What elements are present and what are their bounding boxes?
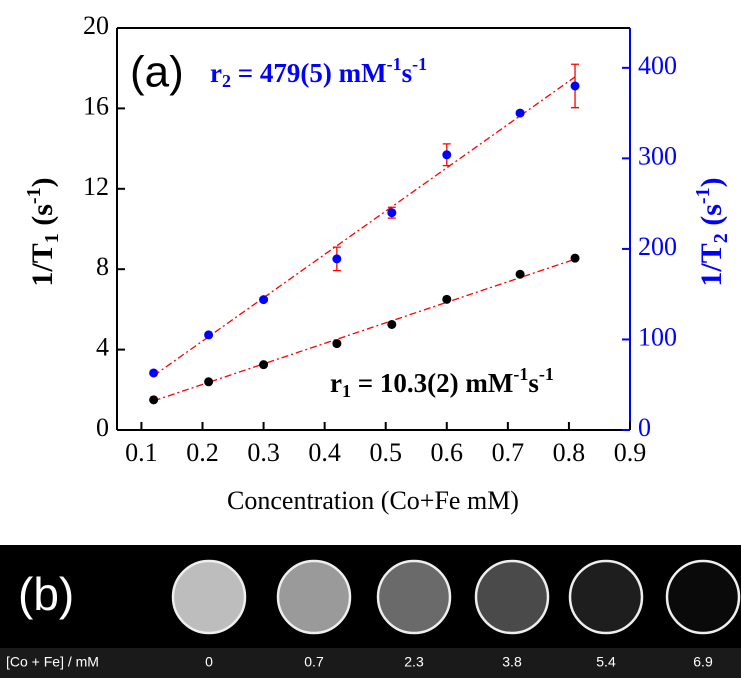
x-tick-label: 0.1	[125, 438, 158, 467]
data-point	[442, 150, 451, 159]
y2-tick-label: 0	[638, 413, 651, 442]
data-point	[259, 360, 268, 369]
ann-part: r	[330, 368, 342, 398]
sample-tube	[476, 561, 548, 633]
sample-tube	[278, 561, 350, 633]
data-point	[516, 270, 525, 279]
data-point	[204, 377, 213, 386]
x-tick-label: 0.7	[492, 438, 525, 467]
ann-part: s	[528, 368, 539, 398]
sample-tube	[570, 561, 642, 633]
y2-tick-label: 200	[638, 232, 677, 261]
fit-line	[154, 77, 575, 376]
data-point	[332, 254, 341, 263]
x-tick-label: 0.9	[614, 438, 647, 467]
annotation: r2 = 479(5) mM-1s-1	[210, 54, 427, 91]
x-tick-label: 0.5	[369, 438, 402, 467]
label-part: (s	[695, 204, 728, 233]
data-point	[571, 81, 580, 90]
label-sub: 1	[41, 233, 63, 243]
y-tick-label: 8	[96, 252, 109, 281]
data-point	[149, 395, 158, 404]
y-tick-label: 12	[83, 172, 109, 201]
data-point	[332, 339, 341, 348]
y2-tick-label: 100	[638, 322, 677, 351]
concentration-label: 0	[205, 654, 213, 670]
label-part: )	[26, 177, 59, 187]
y2-tick-label: 400	[638, 51, 677, 80]
label-sup: -1	[692, 187, 714, 204]
y-tick-label: 4	[96, 333, 109, 362]
data-point	[387, 320, 396, 329]
concentration-label: 6.9	[693, 654, 713, 670]
data-point	[387, 208, 396, 217]
ann-sub: 1	[342, 381, 351, 401]
x-tick-label: 0.2	[186, 438, 219, 467]
ann-sup: -1	[412, 54, 427, 74]
sample-tube	[667, 561, 739, 633]
y-tick-label: 20	[83, 11, 109, 40]
data-point	[442, 295, 451, 304]
data-point	[516, 109, 525, 118]
label-sub: 2	[710, 233, 732, 243]
x-axis-label: Concentration (Co+Fe mM)	[227, 486, 519, 515]
x-tick-label: 0.4	[308, 438, 341, 467]
label-row	[0, 648, 741, 678]
sample-tube	[378, 561, 450, 633]
data-point	[204, 330, 213, 339]
label-part: (s	[26, 204, 59, 233]
y2-tick-label: 300	[638, 141, 677, 170]
label-part: 1/T	[695, 243, 728, 286]
x-tick-label: 0.8	[553, 438, 586, 467]
data-point	[149, 368, 158, 377]
y2-axis-label: 1/T2 (s-1)	[692, 177, 732, 286]
y-tick-label: 16	[83, 91, 109, 120]
ann-sub: 2	[222, 71, 231, 91]
y-axis-label: 1/T1 (s-1)	[23, 177, 63, 286]
ann-part: s	[402, 58, 413, 88]
figure: (b) [Co + Fe] / mM (a) Concentration (Co…	[0, 0, 741, 678]
ann-sup: -1	[539, 364, 554, 384]
panel-label: (b)	[18, 568, 74, 620]
label-part: 1/T	[26, 243, 59, 286]
panel-label: (a)	[130, 48, 184, 97]
y-tick-label: 0	[96, 413, 109, 442]
data-point	[571, 254, 580, 263]
ann-part: = 10.3(2) mM	[351, 368, 513, 398]
label-part: )	[695, 177, 728, 187]
row-label: [Co + Fe] / mM	[6, 654, 99, 670]
concentration-label: 3.8	[502, 654, 522, 670]
concentration-label: 2.3	[404, 654, 424, 670]
ann-sup: -1	[387, 54, 402, 74]
label-sup: -1	[23, 187, 45, 204]
data-point	[259, 295, 268, 304]
ann-sup: -1	[513, 364, 528, 384]
x-tick-label: 0.6	[431, 438, 464, 467]
ann-part: = 479(5) mM	[231, 58, 387, 88]
annotation: r1 = 10.3(2) mM-1s-1	[330, 364, 554, 401]
concentration-label: 5.4	[596, 654, 616, 670]
sample-tube	[173, 561, 245, 633]
ann-part: r	[210, 58, 222, 88]
x-tick-label: 0.3	[247, 438, 280, 467]
concentration-label: 0.7	[304, 654, 324, 670]
